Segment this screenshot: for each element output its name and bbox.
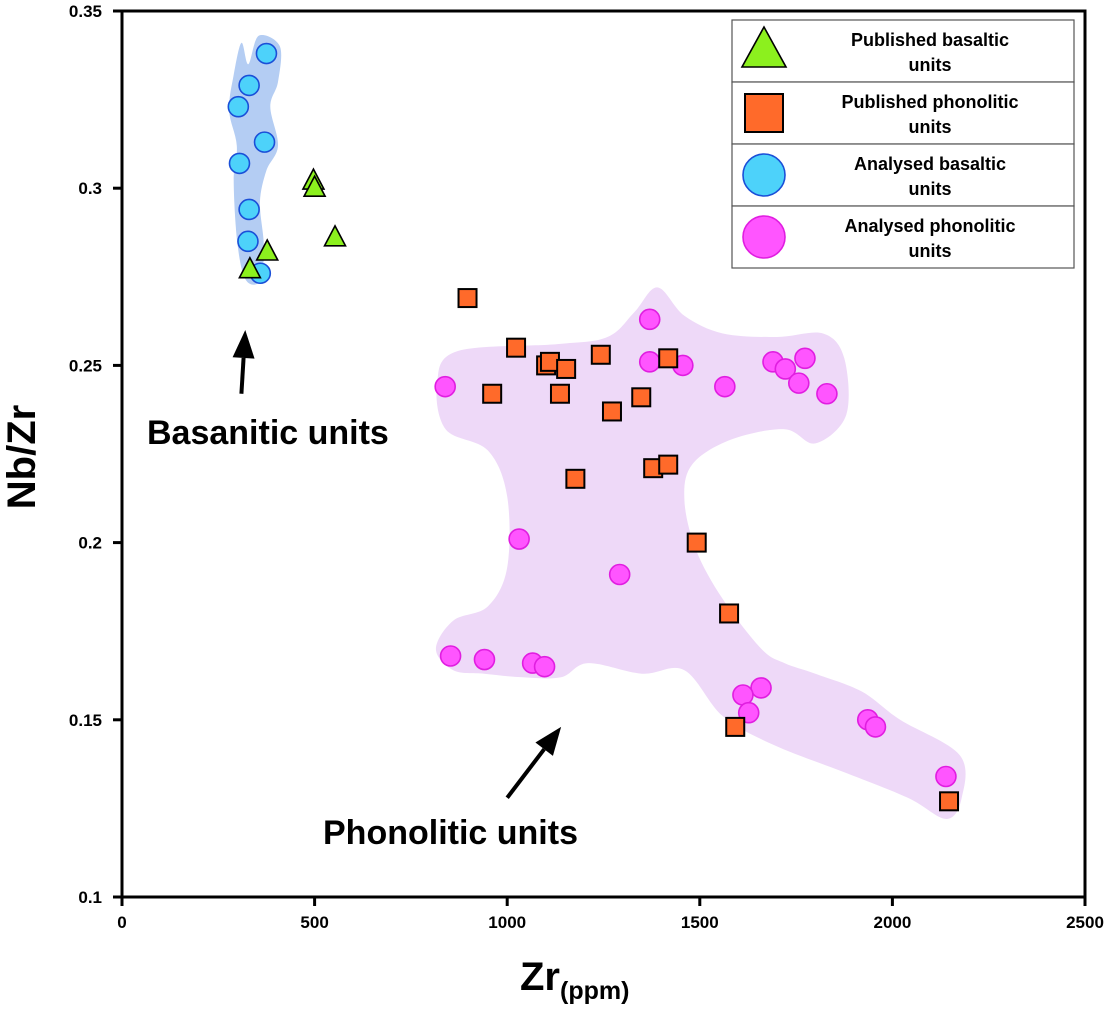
legend-label-line2: units [909, 241, 952, 261]
series-analysed-phonolitic-units [434, 308, 957, 788]
square-point [658, 348, 679, 369]
annotation-arrow-head [232, 329, 255, 359]
triangle-point [255, 238, 280, 261]
legend-triangle-symbol [740, 25, 788, 68]
x-tick-label: 1000 [488, 913, 526, 932]
circle-point [608, 563, 631, 586]
annotation-label: Basanitic units [147, 414, 389, 452]
square-point [457, 288, 478, 309]
data-points [227, 42, 960, 812]
y-tick-label: 0.2 [78, 534, 102, 553]
circle-point [935, 765, 957, 788]
x-tick-label: 2500 [1066, 913, 1104, 932]
y-tick-label: 0.35 [69, 2, 102, 21]
legend-label-line1: Analysed phonolitic [844, 216, 1015, 236]
y-tick-label: 0.3 [78, 179, 102, 198]
x-axis-title-main: Zr [520, 955, 560, 999]
square-point [939, 791, 960, 812]
legend-label-line2: units [909, 179, 952, 199]
x-tick-label: 1500 [681, 913, 719, 932]
triangle-point [238, 255, 262, 279]
legend-circle-symbol [742, 153, 786, 197]
annotations: Basanitic units Phonolitic units [147, 329, 578, 852]
legend-label-line2: units [909, 117, 952, 137]
square-point [686, 532, 707, 553]
series-published-basaltic-units [238, 167, 347, 279]
phonolitic-field-region [435, 287, 966, 819]
circle-point [794, 347, 816, 370]
circle-point [255, 42, 278, 65]
circle-point [787, 372, 810, 394]
series-published-phonolitic-units [457, 288, 960, 812]
square-point [601, 401, 622, 422]
circle-point [750, 677, 772, 699]
x-tick-label: 0 [117, 913, 126, 932]
circle-point [816, 382, 838, 405]
circle-point [227, 95, 250, 118]
series-analysed-basaltic-units [227, 42, 278, 285]
square-point [565, 468, 586, 489]
x-axis-title: Zr(ppm) [520, 955, 629, 1005]
axis-ticks: 0 500 1000 1500 2000 2500 0.1 0.15 0.2 0.25 0.3 0.3… [69, 2, 1104, 932]
square-point [725, 716, 746, 737]
legend-circle-symbol [742, 215, 786, 259]
legend-entry-box [731, 81, 1075, 145]
annotation-arrow-shaft [505, 747, 546, 799]
legend-label-line1: Published phonolitic [842, 92, 1019, 112]
legend-entry-box [731, 205, 1075, 269]
legend-entry-box [731, 143, 1075, 207]
square-point [631, 387, 652, 408]
circle-point [228, 152, 251, 175]
circle-point [533, 655, 556, 678]
legend-label-line1: Published basaltic [851, 30, 1009, 50]
circle-point [638, 308, 661, 331]
circle-point [238, 74, 260, 97]
x-axis-title-subscript: (ppm) [560, 977, 629, 1005]
circle-point [237, 230, 259, 253]
x-tick-label: 500 [300, 913, 328, 932]
circle-point [473, 648, 496, 671]
circle-point [434, 375, 456, 398]
annotation-arrow-head [535, 726, 562, 756]
circle-point [238, 198, 260, 221]
circle-point [638, 351, 661, 373]
circle-point [774, 358, 797, 380]
triangle-point [302, 174, 327, 197]
y-axis-title: Nb/Zr [0, 405, 44, 509]
x-tick-label: 2000 [873, 913, 911, 932]
circle-point [714, 375, 736, 398]
legend-label-line1: Analysed basaltic [854, 154, 1006, 174]
y-tick-label: 0.15 [69, 711, 102, 730]
square-point [549, 383, 570, 404]
circle-point [439, 645, 462, 667]
legend-square-symbol [744, 93, 784, 133]
triangle-point [323, 224, 347, 247]
y-tick-label: 0.1 [78, 888, 102, 907]
circle-point [864, 716, 887, 738]
circle-point [253, 131, 276, 153]
square-point [719, 603, 740, 624]
square-point [658, 454, 679, 475]
axes [120, 9, 1087, 899]
square-point [590, 344, 611, 365]
legend-label-line2: units [909, 55, 952, 75]
circle-point [508, 528, 530, 550]
square-point [506, 337, 527, 358]
annotation-arrow-shaft [239, 357, 246, 394]
annotation-label: Phonolitic units [323, 814, 578, 852]
square-point [556, 358, 577, 379]
square-point [482, 383, 503, 404]
legend: Published basaltic units Published phonoli… [731, 19, 1075, 269]
y-tick-label: 0.25 [69, 356, 102, 375]
